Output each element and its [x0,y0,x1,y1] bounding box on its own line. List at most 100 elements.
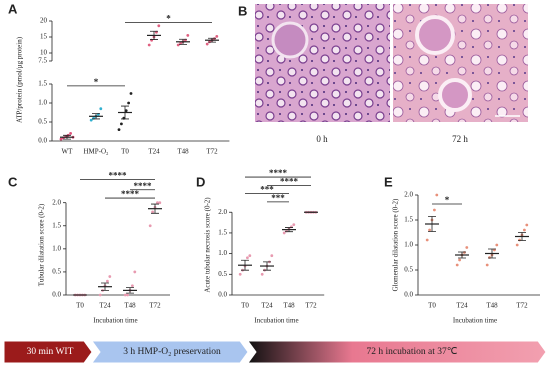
y-tick-label: 0.5 [52,268,61,276]
dotplot-panel: C Tubular dilatation score (0-2) 0.0 0.5 1.0… [8,171,170,325]
data-point [117,128,121,132]
y-tick-label: 1.5 [38,80,47,88]
histology-image [255,4,390,122]
y-tick-label: 1.0 [52,244,61,252]
data-point [238,272,242,276]
x-tick-label: T24 [456,302,468,310]
x-tick-label: T0 [241,302,249,310]
data-point [488,256,491,259]
data-point [127,101,130,105]
timeline-stage [91,340,249,364]
significance-label: * [166,14,171,24]
data-point [463,251,466,254]
data-point [108,275,112,278]
data-point [126,293,129,297]
data-point [158,201,162,205]
dotplot-panel: D Acute tubular necrosis score (0-2) 0.0 0.… [196,168,325,325]
data-point [515,243,519,247]
data-point [455,263,459,267]
timeline-stage [3,340,93,364]
y-tick-label: 0.5 [404,266,413,274]
data-point [246,256,249,260]
data-point [106,279,109,283]
data-point [428,228,431,232]
y-tick-label: 2.0 [52,198,61,206]
y-axis-label: Tubular dilatation score (0-2) [38,203,46,286]
data-point [525,223,529,227]
glomerulus [415,15,455,55]
data-point [292,223,296,227]
data-point [270,254,274,258]
timeline-label: 72 h incubation at 37℃ [367,347,458,357]
data-point [120,122,123,126]
data-point [157,24,161,28]
x-tick-label: T72 [206,148,218,156]
x-tick-label: T72 [149,302,161,310]
y-axis-label: Glomerular dilatation score (0-2) [392,198,400,291]
panel-letter: B [238,3,247,18]
data-point [151,210,155,214]
data-point [205,42,209,46]
data-point [131,284,134,288]
y-axis-label: Acute tubular necrosis score (0-2) [204,197,212,293]
data-point [156,201,159,205]
timeline-label: 30 min WIT [27,347,74,357]
y-tick-label: 0.0 [404,291,413,299]
x-tick-label: T24 [148,148,160,156]
y-tick-label: 20 [40,17,48,25]
data-point [99,107,103,111]
y-tick-label: 0.0 [218,291,227,299]
x-tick-label: T72 [516,302,528,310]
x-tick-label: T24 [99,302,111,310]
image-label: 72 h [452,134,468,144]
x-tick-label: T0 [76,302,84,310]
y-tick-label: 0.0 [38,137,47,145]
data-point [495,243,499,247]
timeline-stage [247,340,547,364]
y-tick-label: 7.5 [38,57,47,65]
data-point [215,34,219,38]
significance-label: *** [260,185,274,195]
data-point [485,263,489,267]
y-axis-label: ATP/protein (pmol/µg protein) [16,36,24,123]
data-point [133,270,137,274]
data-point [89,118,93,122]
x-tick-label: T48 [177,148,189,156]
image-label: 0 h [316,134,328,144]
x-tick-label: WT [62,148,74,156]
data-point [129,92,133,95]
panel-letter: D [196,174,205,189]
x-tick-label: T72 [305,302,317,310]
data-point [176,43,180,47]
significance-label: * [94,77,99,87]
x-axis-label: Incubation time [254,317,298,325]
data-point [458,258,461,262]
x-tick-label: T48 [486,302,498,310]
significance-label: * [445,195,450,205]
x-axis-label: Incubation time [93,317,137,325]
significance-label: **** [109,171,128,181]
data-point [69,132,72,135]
data-point [148,224,152,228]
panel-letter: A [8,1,18,16]
panel-letter: E [384,174,393,189]
data-point [523,228,526,232]
x-axis-label: Incubation time [453,317,497,325]
x-tick-label: T48 [124,302,136,310]
dotplot-panel: E Glomerular dilatation score (0-2) 0.0 0.5… [384,174,540,325]
data-point [124,109,128,112]
timeline-label: 3 h HMP-O₂ preservation [123,347,221,357]
data-point [433,208,436,212]
histology-panel: B 0 h 72 h [238,3,528,144]
significance-label: *** [271,193,285,203]
y-tick-label: 1.0 [218,249,227,257]
data-point [98,293,102,297]
data-point [425,238,429,242]
y-tick-label: 2.0 [218,208,227,216]
y-tick-label: 1.0 [404,241,413,249]
x-tick-label: T48 [283,302,295,310]
significance-label: **** [121,189,140,199]
data-point [186,34,190,37]
y-tick-label: 1.5 [404,216,413,224]
data-point [435,193,439,197]
